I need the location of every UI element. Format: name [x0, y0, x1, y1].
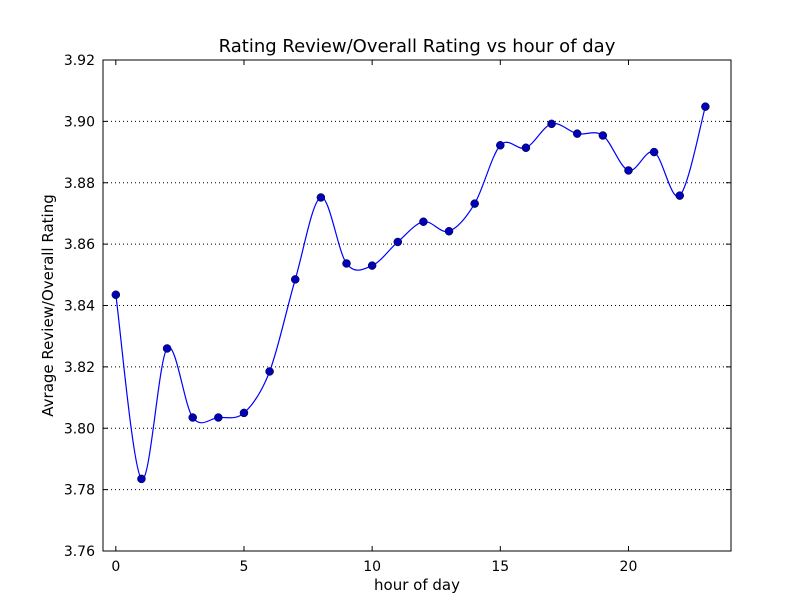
data-point — [265, 367, 274, 376]
data-point — [496, 141, 505, 150]
x-tick-label: 20 — [620, 559, 638, 575]
data-point — [649, 147, 659, 157]
data-point — [162, 344, 172, 353]
data-point — [316, 193, 326, 202]
x-axis-ticks: 0 5 10 15 20 — [111, 60, 637, 575]
y-tick-label: 3.90 — [64, 114, 95, 130]
data-point — [675, 191, 684, 200]
chart-title: Rating Review/Overall Rating vs hour of … — [219, 36, 616, 57]
data-point — [470, 199, 479, 208]
gridlines — [103, 120, 731, 491]
data-point — [598, 131, 608, 140]
data-point — [624, 166, 633, 175]
y-tick-label: 3.92 — [64, 53, 95, 69]
data-point — [367, 261, 377, 270]
y-axis-title: Avrage Review/Overall Rating — [39, 194, 57, 416]
y-tick-label: 3.76 — [64, 544, 95, 560]
y-tick-label: 3.78 — [64, 483, 95, 499]
data-point — [342, 259, 351, 268]
data-point — [188, 413, 197, 422]
data-point — [111, 290, 121, 300]
data-point — [214, 413, 223, 422]
y-tick-label: 3.80 — [64, 421, 95, 437]
x-axis-title: hour of day — [374, 576, 460, 594]
data-point — [239, 408, 249, 418]
data-point — [547, 119, 556, 129]
data-point — [521, 143, 531, 153]
data-point — [572, 129, 582, 138]
y-tick-label: 3.88 — [64, 176, 95, 192]
series-line — [115, 106, 706, 480]
data-point — [393, 237, 403, 247]
y-tick-label: 3.86 — [64, 237, 95, 253]
data-point — [290, 275, 300, 284]
x-tick-label: 15 — [491, 559, 509, 575]
data-markers — [111, 102, 710, 484]
x-tick-label: 0 — [111, 559, 120, 575]
data-point — [419, 217, 428, 226]
data-point — [701, 102, 710, 111]
y-tick-label: 3.82 — [64, 360, 95, 376]
y-tick-label: 3.84 — [64, 299, 95, 315]
data-point — [444, 226, 454, 236]
x-tick-label: 10 — [363, 559, 381, 575]
plot-area-frame — [102, 59, 732, 552]
x-tick-label: 5 — [240, 559, 249, 575]
y-axis-ticks: 3.76 3.78 3.80 3.82 3.84 3.86 3.88 3.90 3.92 — [64, 53, 731, 560]
data-point — [137, 474, 146, 484]
